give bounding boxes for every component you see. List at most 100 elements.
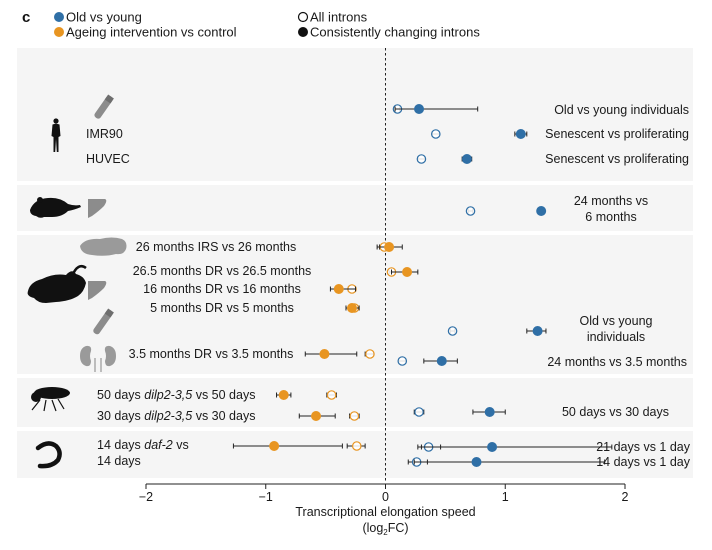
blood-tube-icon [94, 94, 114, 119]
row-label-right: 21 days vs 1 day [596, 440, 691, 454]
row-label-left: IMR90 [86, 127, 123, 141]
legend-label-old-vs-young: Old vs young [66, 10, 142, 25]
row-2-1: 26.5 months DR vs 26.5 months [133, 264, 419, 278]
row-label-right: 50 days vs 30 days [562, 405, 669, 419]
point-all-introns [397, 356, 408, 366]
legend-label-all-introns: All introns [310, 10, 368, 25]
row-4-0: 14 days daf-2 vs 14 days [97, 438, 366, 468]
point-consistent-introns [536, 206, 547, 216]
point-all-introns [430, 129, 441, 139]
organism-icons [27, 94, 127, 469]
point-consistent-introns [333, 284, 344, 294]
blood-tube-icon [93, 308, 114, 335]
row-label-left: 30 days dilp2-3,5 vs 30 days [97, 409, 255, 423]
row-label-left: 50 days dilp2-3,5 vs 50 days [97, 388, 255, 402]
legend-label-consistent: Consistently changing introns [310, 25, 480, 40]
row-label-right: 14 days vs 1 day [596, 455, 691, 469]
row-label-right: 24 months vs 3.5 months [547, 355, 687, 369]
rat-icon [27, 265, 87, 303]
data-rows: Old vs young individuals IMR90 Senescent v… [86, 103, 691, 469]
brain-icon [80, 237, 127, 256]
row-4-2: 14 days vs 1 day [407, 455, 691, 469]
row-label-right: Old vs young individuals [554, 103, 689, 117]
point-consistent-introns [402, 267, 413, 277]
point-consistent-introns [319, 349, 330, 359]
row-label-left: 14 days daf-2 vs [97, 438, 189, 452]
x-tick-label: −2 [139, 490, 153, 504]
x-axis: −2 −1 0 1 2 [139, 483, 629, 504]
row-label-left: 5 months DR vs 5 months [150, 301, 294, 315]
point-consistent-introns [532, 326, 543, 336]
liver-icon [88, 199, 107, 218]
x-axis-label: Transcriptional elongation speed [295, 505, 475, 519]
row-label-left: 26.5 months DR vs 26.5 months [133, 264, 312, 278]
row-label-right: individuals [587, 330, 645, 344]
point-consistent-introns [311, 411, 322, 421]
legend-label-intervention: Ageing intervention vs control [66, 25, 237, 40]
row-3-2: 50 days vs 30 days [413, 405, 669, 419]
row-0-0: Old vs young individuals [392, 103, 689, 117]
row-label-right: Senescent vs proliferating [545, 152, 689, 166]
point-consistent-introns [278, 390, 289, 400]
x-axis-unit: (log2FC) [362, 521, 408, 537]
point-all-introns [349, 411, 360, 421]
point-consistent-introns [436, 356, 447, 366]
panel-human [17, 48, 693, 181]
mouse-icon [30, 197, 81, 218]
point-consistent-introns [414, 104, 425, 114]
row-0-1: IMR90 Senescent vs proliferating [86, 127, 689, 141]
kidney-icon [80, 345, 116, 372]
point-consistent-introns [484, 407, 495, 417]
panel-letter: c [22, 9, 30, 26]
row-2-0: 26 months IRS vs 26 months [136, 240, 403, 254]
panel-worm [17, 431, 693, 478]
row-label-right: 6 months [585, 210, 636, 224]
point-all-introns [465, 206, 476, 216]
x-tick-label: −1 [259, 490, 273, 504]
point-all-introns [416, 154, 427, 164]
point-consistent-introns [515, 129, 526, 139]
fly-icon [31, 387, 70, 412]
row-3-1: 30 days dilp2-3,5 vs 30 days [97, 409, 360, 423]
point-consistent-introns [384, 242, 395, 252]
panel-mouse-liver [17, 185, 693, 231]
row-label-right: Old vs young [580, 314, 653, 328]
row-2-2: 16 months DR vs 16 months [143, 282, 357, 296]
legend-marker-consistent [298, 27, 308, 37]
point-all-introns [414, 407, 424, 417]
point-consistent-introns [471, 457, 482, 467]
legend-marker-intervention [54, 27, 64, 37]
row-2-5: 3.5 months DR vs 3.5 months [129, 347, 375, 361]
worm-icon [35, 441, 62, 469]
row-2-6: 24 months vs 3.5 months [397, 355, 687, 369]
row-label-right: Senescent vs proliferating [545, 127, 689, 141]
row-1-0: 24 months vs 6 months [465, 194, 648, 224]
point-consistent-introns [487, 442, 498, 452]
legend-marker-all-introns [297, 11, 309, 23]
row-label-left: 3.5 months DR vs 3.5 months [129, 347, 294, 361]
row-label-left: 16 months DR vs 16 months [143, 282, 301, 296]
row-label-left: HUVEC [86, 152, 130, 166]
point-consistent-introns [269, 441, 280, 451]
row-3-0: 50 days dilp2-3,5 vs 50 days [97, 388, 337, 402]
row-2-4: Old vs young individuals [447, 314, 653, 344]
row-label-left-line2: 14 days [97, 454, 141, 468]
row-label-left: 26 months IRS vs 26 months [136, 240, 297, 254]
human-icon [51, 118, 61, 152]
x-tick-label: 1 [502, 490, 509, 504]
legend-marker-old-vs-young [54, 12, 64, 22]
point-consistent-introns [461, 154, 472, 164]
row-2-3: 5 months DR vs 5 months [150, 301, 360, 315]
point-all-introns [326, 390, 337, 400]
point-consistent-introns [346, 303, 357, 313]
row-4-1: 21 days vs 1 day [417, 440, 691, 454]
point-all-introns [447, 326, 458, 336]
row-0-2: HUVEC Senescent vs proliferating [86, 152, 689, 166]
point-all-introns [365, 349, 375, 359]
x-tick-label: 0 [382, 490, 389, 504]
legend: Old vs young Ageing intervention vs cont… [54, 10, 480, 40]
liver-icon [88, 281, 107, 300]
row-label-right: 24 months vs [574, 194, 648, 208]
point-all-introns [351, 441, 362, 451]
